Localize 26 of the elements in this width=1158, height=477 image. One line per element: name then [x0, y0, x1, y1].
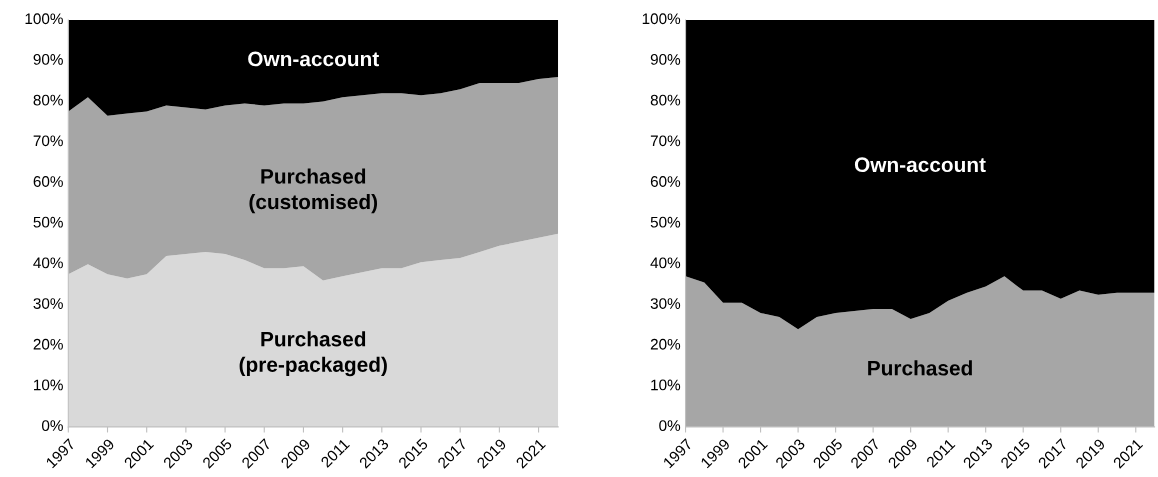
series-label: Purchased (pre-packaged) — [239, 331, 387, 377]
y-tick-label: 0% — [659, 420, 681, 432]
y-tick-label: 20% — [33, 338, 63, 350]
y-tick-label: 60% — [33, 176, 63, 187]
y-tick-label: 40% — [33, 257, 63, 269]
series-label: Own-account — [248, 51, 379, 67]
y-tick-label: 0% — [41, 420, 63, 432]
series-label: Purchased (customised) — [249, 168, 378, 214]
y-tick-label: 100% — [25, 13, 63, 25]
y-tick-label: 90% — [650, 54, 681, 65]
y-tick-label: 50% — [650, 216, 681, 228]
y-tick-label: 30% — [33, 298, 63, 309]
y-tick-label: 40% — [650, 257, 681, 269]
y-tick-label: 70% — [650, 135, 681, 147]
y-tick-label: 80% — [650, 94, 681, 106]
y-tick-label: 10% — [651, 379, 681, 391]
y-tick-label: 20% — [650, 338, 681, 350]
y-tick-label: 100% — [642, 13, 681, 25]
y-tick-label: 70% — [33, 135, 63, 147]
y-tick-label: 30% — [650, 298, 681, 309]
y-tick-label: 90% — [33, 54, 63, 65]
y-tick-label: 50% — [33, 216, 63, 228]
y-tick-label: 80% — [33, 94, 63, 106]
y-tick-label: 60% — [650, 176, 681, 187]
series-label: Own-account — [854, 157, 986, 173]
y-tick-label: 10% — [34, 379, 63, 391]
